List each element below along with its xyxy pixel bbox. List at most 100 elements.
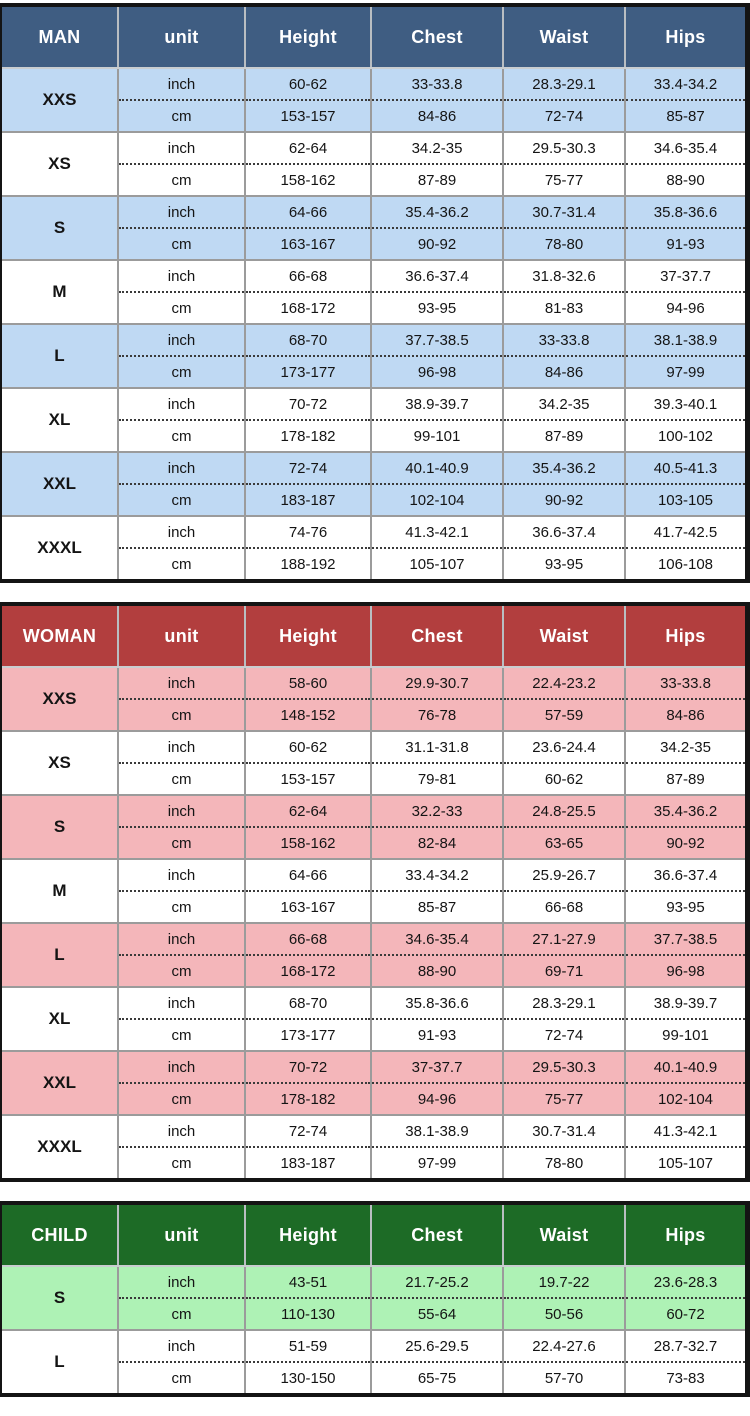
unit-label: cm: [117, 420, 245, 452]
value-cell: 105-107: [624, 1147, 745, 1178]
table-row: cm 153-157 79-81 60-62 87-89: [2, 763, 745, 795]
size-label: L: [2, 1329, 118, 1393]
table-row: XS inch 60-62 31.1-31.8 23.6-24.4 34.2-35: [2, 730, 745, 795]
value-cell: 29.5-30.3: [502, 1050, 625, 1084]
table-row: XS inch 62-64 34.2-35 29.5-30.3 34.6-35.4: [2, 131, 745, 196]
value-cell: 173-177: [244, 356, 371, 388]
value-cell: 41.3-42.1: [370, 515, 503, 549]
value-cell: 99-101: [370, 420, 503, 452]
table-row: cm 178-182 94-96 75-77 102-104: [2, 1083, 745, 1115]
value-cell: 102-104: [370, 484, 503, 516]
value-cell: 33.4-34.2: [624, 67, 745, 101]
value-cell: 82-84: [370, 827, 503, 859]
size-label: S: [2, 1265, 118, 1330]
value-cell: 38.9-39.7: [624, 986, 745, 1020]
unit-label: cm: [117, 1019, 245, 1051]
value-cell: 22.4-27.6: [502, 1329, 625, 1363]
value-cell: 93-95: [624, 891, 745, 923]
value-cell: 87-89: [624, 763, 745, 795]
value-cell: 68-70: [244, 323, 371, 357]
size-charts: MAN unit Height Chest Waist Hips XXS inch 60-62 3…: [0, 3, 750, 1397]
value-cell: 94-96: [370, 1083, 503, 1115]
value-cell: 60-72: [624, 1298, 745, 1330]
value-cell: 38.1-38.9: [370, 1114, 503, 1148]
value-cell: 81-83: [502, 292, 625, 324]
header-row: WOMAN unit Height Chest Waist Hips: [2, 606, 745, 668]
value-cell: 66-68: [244, 922, 371, 956]
unit-label: inch: [117, 195, 245, 229]
unit-label: cm: [117, 228, 245, 260]
value-cell: 34.2-35: [370, 131, 503, 165]
value-cell: 110-130: [244, 1298, 371, 1330]
size-label: XXL: [2, 451, 118, 516]
value-cell: 91-93: [624, 228, 745, 260]
value-cell: 60-62: [502, 763, 625, 795]
size-label: XXS: [2, 67, 118, 132]
value-cell: 66-68: [244, 259, 371, 293]
table-row: cm 153-157 84-86 72-74 85-87: [2, 100, 745, 132]
unit-label: inch: [117, 794, 245, 828]
column-header: Chest: [370, 1205, 503, 1267]
value-cell: 37.7-38.5: [624, 922, 745, 956]
value-cell: 90-92: [502, 484, 625, 516]
value-cell: 88-90: [370, 955, 503, 987]
size-chart-man: MAN unit Height Chest Waist Hips XXS inch 60-62 3…: [0, 3, 750, 583]
value-cell: 84-86: [370, 100, 503, 132]
value-cell: 97-99: [624, 356, 745, 388]
value-cell: 96-98: [370, 356, 503, 388]
value-cell: 50-56: [502, 1298, 625, 1330]
value-cell: 153-157: [244, 100, 371, 132]
value-cell: 78-80: [502, 228, 625, 260]
value-cell: 103-105: [624, 484, 745, 516]
value-cell: 36.6-37.4: [370, 259, 503, 293]
column-header: unit: [117, 1205, 245, 1267]
unit-label: cm: [117, 100, 245, 132]
value-cell: 36.6-37.4: [502, 515, 625, 549]
value-cell: 70-72: [244, 1050, 371, 1084]
unit-label: inch: [117, 131, 245, 165]
value-cell: 90-92: [624, 827, 745, 859]
unit-label: cm: [117, 548, 245, 579]
value-cell: 40.1-40.9: [370, 451, 503, 485]
value-cell: 29.5-30.3: [502, 131, 625, 165]
unit-label: inch: [117, 515, 245, 549]
column-header: Hips: [624, 606, 745, 668]
value-cell: 91-93: [370, 1019, 503, 1051]
value-cell: 21.7-25.2: [370, 1265, 503, 1299]
value-cell: 28.3-29.1: [502, 986, 625, 1020]
column-header: Chest: [370, 7, 503, 69]
value-cell: 105-107: [370, 548, 503, 579]
unit-label: cm: [117, 292, 245, 324]
size-label: M: [2, 858, 118, 923]
table-row: XXS inch 58-60 29.9-30.7 22.4-23.2 33-33.8: [2, 666, 745, 731]
column-header: Height: [244, 606, 371, 668]
unit-label: inch: [117, 451, 245, 485]
value-cell: 25.6-29.5: [370, 1329, 503, 1363]
value-cell: 55-64: [370, 1298, 503, 1330]
unit-label: cm: [117, 356, 245, 388]
value-cell: 84-86: [624, 699, 745, 731]
size-label: S: [2, 794, 118, 859]
value-cell: 72-74: [244, 1114, 371, 1148]
value-cell: 57-70: [502, 1362, 625, 1393]
unit-label: inch: [117, 1050, 245, 1084]
woman-size-table: WOMAN unit Height Chest Waist Hips XXS inch 58-6…: [2, 606, 745, 1178]
value-cell: 168-172: [244, 955, 371, 987]
value-cell: 33.4-34.2: [370, 858, 503, 892]
unit-label: inch: [117, 323, 245, 357]
value-cell: 23.6-24.4: [502, 730, 625, 764]
table-row: cm 168-172 93-95 81-83 94-96: [2, 292, 745, 324]
unit-label: inch: [117, 1329, 245, 1363]
table-row: cm 183-187 97-99 78-80 105-107: [2, 1147, 745, 1178]
unit-label: inch: [117, 387, 245, 421]
value-cell: 85-87: [624, 100, 745, 132]
table-row: cm 163-167 85-87 66-68 93-95: [2, 891, 745, 923]
value-cell: 163-167: [244, 228, 371, 260]
value-cell: 58-60: [244, 666, 371, 700]
value-cell: 69-71: [502, 955, 625, 987]
